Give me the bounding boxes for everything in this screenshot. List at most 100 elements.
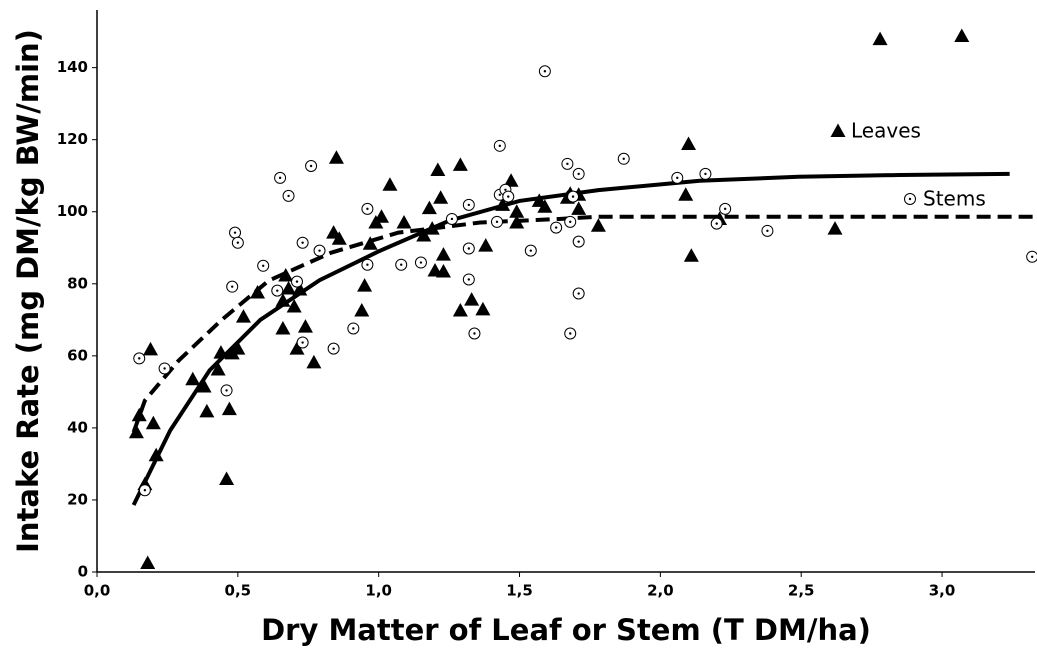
y-tick-label: 40 <box>67 418 88 436</box>
data-point <box>131 407 147 422</box>
x-tick-label: 1,5 <box>506 582 533 600</box>
data-point <box>328 150 344 164</box>
data-point <box>289 341 305 355</box>
data-point-dot <box>163 367 166 370</box>
data-point <box>140 555 156 569</box>
data-point-dot <box>231 285 234 288</box>
x-tick-label: 0,0 <box>84 582 111 600</box>
data-point <box>373 209 389 223</box>
data-point <box>219 471 235 486</box>
data-point-dot <box>566 162 569 166</box>
data-point-dot <box>577 240 580 243</box>
x-tick-label: 0,5 <box>225 582 252 600</box>
data-point <box>452 302 468 317</box>
data-point-dot <box>495 220 499 224</box>
data-point-dot <box>704 172 707 176</box>
data-point <box>424 221 440 235</box>
data-point-dot <box>450 217 454 221</box>
data-point <box>495 197 511 211</box>
data-point <box>416 228 432 242</box>
x-tick-label: 2,0 <box>647 582 674 600</box>
data-point-dot <box>295 280 299 283</box>
data-point <box>678 187 694 201</box>
data-point-dot <box>419 261 423 264</box>
data-point-dot <box>473 332 476 335</box>
data-point <box>199 403 215 418</box>
data-point-dot <box>467 203 471 207</box>
y-axis-title: Intake Rate (mg DM/kg BW/min) <box>11 29 45 553</box>
data-point <box>286 298 302 313</box>
data-point-dot <box>467 278 471 281</box>
data-point <box>872 31 888 46</box>
data-point <box>827 221 843 235</box>
data-point <box>331 231 347 245</box>
data-point <box>475 301 491 316</box>
data-point <box>148 447 164 462</box>
data-point <box>421 200 437 215</box>
data-point <box>297 319 313 333</box>
x-tick-label: 2,5 <box>788 582 815 600</box>
data-point <box>435 264 451 278</box>
legend-marker <box>830 123 846 137</box>
data-point-dot <box>529 249 532 252</box>
data-point-dot <box>276 289 279 292</box>
data-point <box>683 248 699 262</box>
data-point <box>433 190 449 204</box>
y-tick-label: 100 <box>57 202 88 220</box>
data-point-dot <box>400 263 403 266</box>
data-point-dot <box>498 193 502 197</box>
data-point-dot <box>504 188 507 191</box>
data-point <box>537 199 553 213</box>
data-point-dot <box>301 341 304 344</box>
data-point <box>571 201 587 215</box>
data-point-dot <box>554 226 558 229</box>
legend-marker-dot <box>908 197 912 201</box>
legend-label: Leaves <box>851 119 921 143</box>
data-point-dot <box>366 207 369 211</box>
data-point-dot <box>261 264 265 267</box>
legend-label: Stems <box>923 187 986 211</box>
data-point <box>503 173 519 187</box>
data-point <box>464 292 480 306</box>
data-point <box>354 302 370 317</box>
data-point-dot <box>569 220 572 224</box>
data-point <box>590 218 606 232</box>
data-point-dot <box>622 157 625 160</box>
data-point-dot <box>138 357 141 360</box>
y-tick-label: 120 <box>57 130 88 148</box>
x-tick-label: 3,0 <box>929 582 956 600</box>
data-point-dot <box>577 292 580 295</box>
data-point-dot <box>309 164 313 168</box>
data-point-dot <box>723 207 727 211</box>
data-point-dot <box>332 347 335 350</box>
data-point-dot <box>715 222 718 225</box>
data-point <box>213 345 229 359</box>
y-tick-label: 140 <box>57 58 88 76</box>
data-point <box>250 284 266 299</box>
data-point-dot <box>143 489 147 492</box>
data-point-dot <box>543 70 547 73</box>
y-tick-label: 0 <box>78 563 88 581</box>
fit-line <box>131 214 1035 433</box>
y-tick-label: 80 <box>67 274 88 292</box>
data-point <box>145 415 161 430</box>
data-point <box>382 177 398 191</box>
data-point <box>281 280 297 295</box>
data-point <box>278 268 294 282</box>
data-point <box>362 236 378 250</box>
data-point <box>430 162 446 176</box>
x-axis-title: Dry Matter of Leaf or Stem (T DM/ha) <box>261 613 871 647</box>
data-point <box>681 136 697 151</box>
data-point <box>230 341 246 355</box>
data-point <box>509 204 525 218</box>
data-point <box>210 362 226 376</box>
data-point-dot <box>569 332 572 335</box>
data-point-dot <box>352 327 355 330</box>
data-point-dot <box>287 194 290 198</box>
data-point-dot <box>577 172 580 176</box>
data-point <box>292 282 308 296</box>
data-point-dot <box>236 241 240 244</box>
data-point-dot <box>507 195 510 198</box>
data-point <box>954 28 970 42</box>
